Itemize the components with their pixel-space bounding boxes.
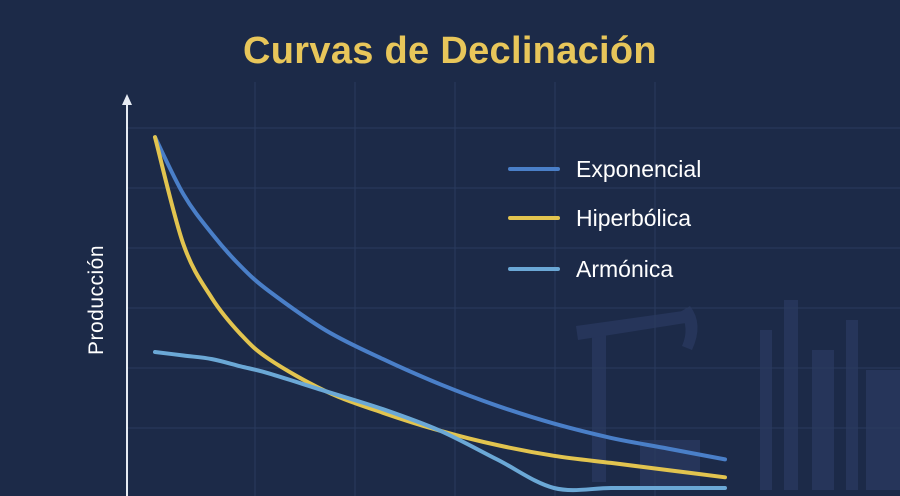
legend-swatch-hiperbolica xyxy=(508,216,560,220)
legend-swatch-armonica xyxy=(508,267,560,271)
legend-label-armonica: Armónica xyxy=(576,255,674,282)
series-line-hiperbolica xyxy=(153,135,727,480)
pumpjack-head xyxy=(680,306,698,350)
legend-item-hiperbolica: Hiperbólica xyxy=(508,203,691,233)
grid-lines xyxy=(128,82,900,496)
legend-label-exponencial: Exponencial xyxy=(576,155,702,182)
legend-swatch-exponencial xyxy=(508,167,560,171)
oil-field-silhouette xyxy=(576,300,900,490)
legend-label-hiperbolica: Hiperbólica xyxy=(576,204,692,231)
series-line-exponencial xyxy=(153,135,727,462)
refinery-tower-3 xyxy=(812,350,834,490)
chart-title: Curvas de Declinación xyxy=(243,30,657,72)
y-axis-arrow-icon xyxy=(122,94,132,105)
pumpjack-post xyxy=(592,332,606,482)
refinery-tower-2 xyxy=(784,300,798,490)
refinery-tower-1 xyxy=(760,330,772,490)
axes xyxy=(122,94,132,496)
series-lines xyxy=(153,135,727,493)
pumpjack-beam xyxy=(576,310,692,340)
refinery-block xyxy=(866,370,900,490)
legend-item-exponencial: Exponencial xyxy=(508,154,701,184)
series-line-armonica xyxy=(153,350,727,493)
y-axis-label: Producción xyxy=(85,244,108,356)
refinery-tower-4 xyxy=(846,320,858,490)
legend-item-armonica: Armónica xyxy=(508,254,673,284)
